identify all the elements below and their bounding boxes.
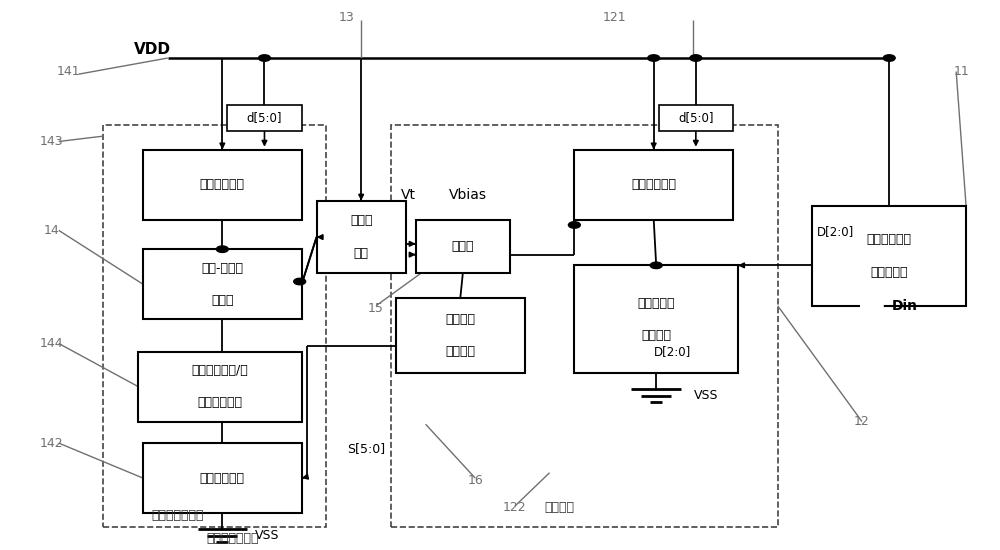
Text: 叉耦合晶体管: 叉耦合晶体管 — [197, 396, 242, 409]
Text: 振网路: 振网路 — [211, 294, 234, 307]
Circle shape — [259, 55, 270, 61]
Text: 开关电阻阵列: 开关电阻阵列 — [200, 471, 245, 485]
Bar — [391, 125, 778, 526]
Text: 振荡器核心电路: 振荡器核心电路 — [206, 532, 259, 545]
Text: D[2:0]: D[2:0] — [654, 345, 691, 358]
Text: 开关电阻阵列: 开关电阻阵列 — [631, 178, 676, 191]
Text: Vt: Vt — [401, 188, 416, 202]
Text: 开关电阻阵列: 开关电阻阵列 — [200, 178, 245, 191]
Text: 122: 122 — [503, 501, 527, 514]
Text: 11: 11 — [953, 65, 969, 78]
Bar — [812, 206, 966, 306]
Circle shape — [294, 278, 306, 285]
Circle shape — [216, 246, 228, 252]
Circle shape — [568, 222, 580, 228]
Bar — [103, 125, 326, 526]
Text: 13: 13 — [338, 11, 354, 24]
Text: 幅度校正: 幅度校正 — [445, 345, 475, 358]
Text: 数字自动: 数字自动 — [445, 313, 475, 326]
Circle shape — [883, 55, 895, 61]
Text: 16: 16 — [467, 474, 483, 487]
Text: 振荡器核心电路: 振荡器核心电路 — [151, 509, 204, 522]
Text: 141: 141 — [57, 65, 80, 78]
Text: 可变电容阵列/交: 可变电容阵列/交 — [191, 364, 248, 377]
Text: 15: 15 — [368, 302, 384, 315]
Text: 144: 144 — [40, 337, 64, 350]
Text: VSS: VSS — [255, 529, 279, 542]
Text: 电感-电容谐: 电感-电容谐 — [201, 262, 243, 274]
Bar — [574, 265, 738, 373]
Circle shape — [648, 55, 660, 61]
Bar — [143, 443, 302, 513]
Circle shape — [861, 300, 883, 312]
Text: d[5:0]: d[5:0] — [247, 111, 282, 124]
Bar — [143, 249, 302, 319]
Text: Vbias: Vbias — [449, 188, 487, 202]
Text: 偏置电路: 偏置电路 — [545, 501, 575, 514]
Text: 比较器: 比较器 — [452, 240, 474, 253]
Text: 121: 121 — [602, 11, 626, 24]
Text: 波器: 波器 — [354, 247, 369, 260]
Bar — [227, 105, 302, 131]
Text: D[2:0]: D[2:0] — [817, 225, 855, 238]
Bar — [396, 298, 525, 373]
Text: 低通滤: 低通滤 — [350, 214, 372, 228]
Text: 142: 142 — [40, 437, 64, 449]
Circle shape — [650, 262, 662, 268]
Text: 12: 12 — [854, 415, 870, 428]
Text: d[5:0]: d[5:0] — [678, 111, 714, 124]
Text: 143: 143 — [40, 135, 64, 148]
Text: 14: 14 — [44, 224, 60, 237]
Text: VDD: VDD — [134, 42, 171, 57]
Bar — [574, 150, 733, 219]
Bar — [143, 150, 302, 219]
Bar — [138, 351, 302, 421]
Text: 电流可编程: 电流可编程 — [637, 296, 675, 310]
Bar — [659, 105, 733, 131]
Text: 字产生模块: 字产生模块 — [870, 266, 908, 279]
Text: Din: Din — [892, 299, 918, 313]
Text: 开关电阻控制: 开关电阻控制 — [867, 233, 912, 246]
Bar — [317, 201, 406, 273]
Text: 控制阵列: 控制阵列 — [641, 329, 671, 342]
Bar — [416, 219, 510, 273]
Circle shape — [690, 55, 702, 61]
Text: S[5:0]: S[5:0] — [347, 442, 385, 455]
Text: VSS: VSS — [694, 389, 718, 402]
